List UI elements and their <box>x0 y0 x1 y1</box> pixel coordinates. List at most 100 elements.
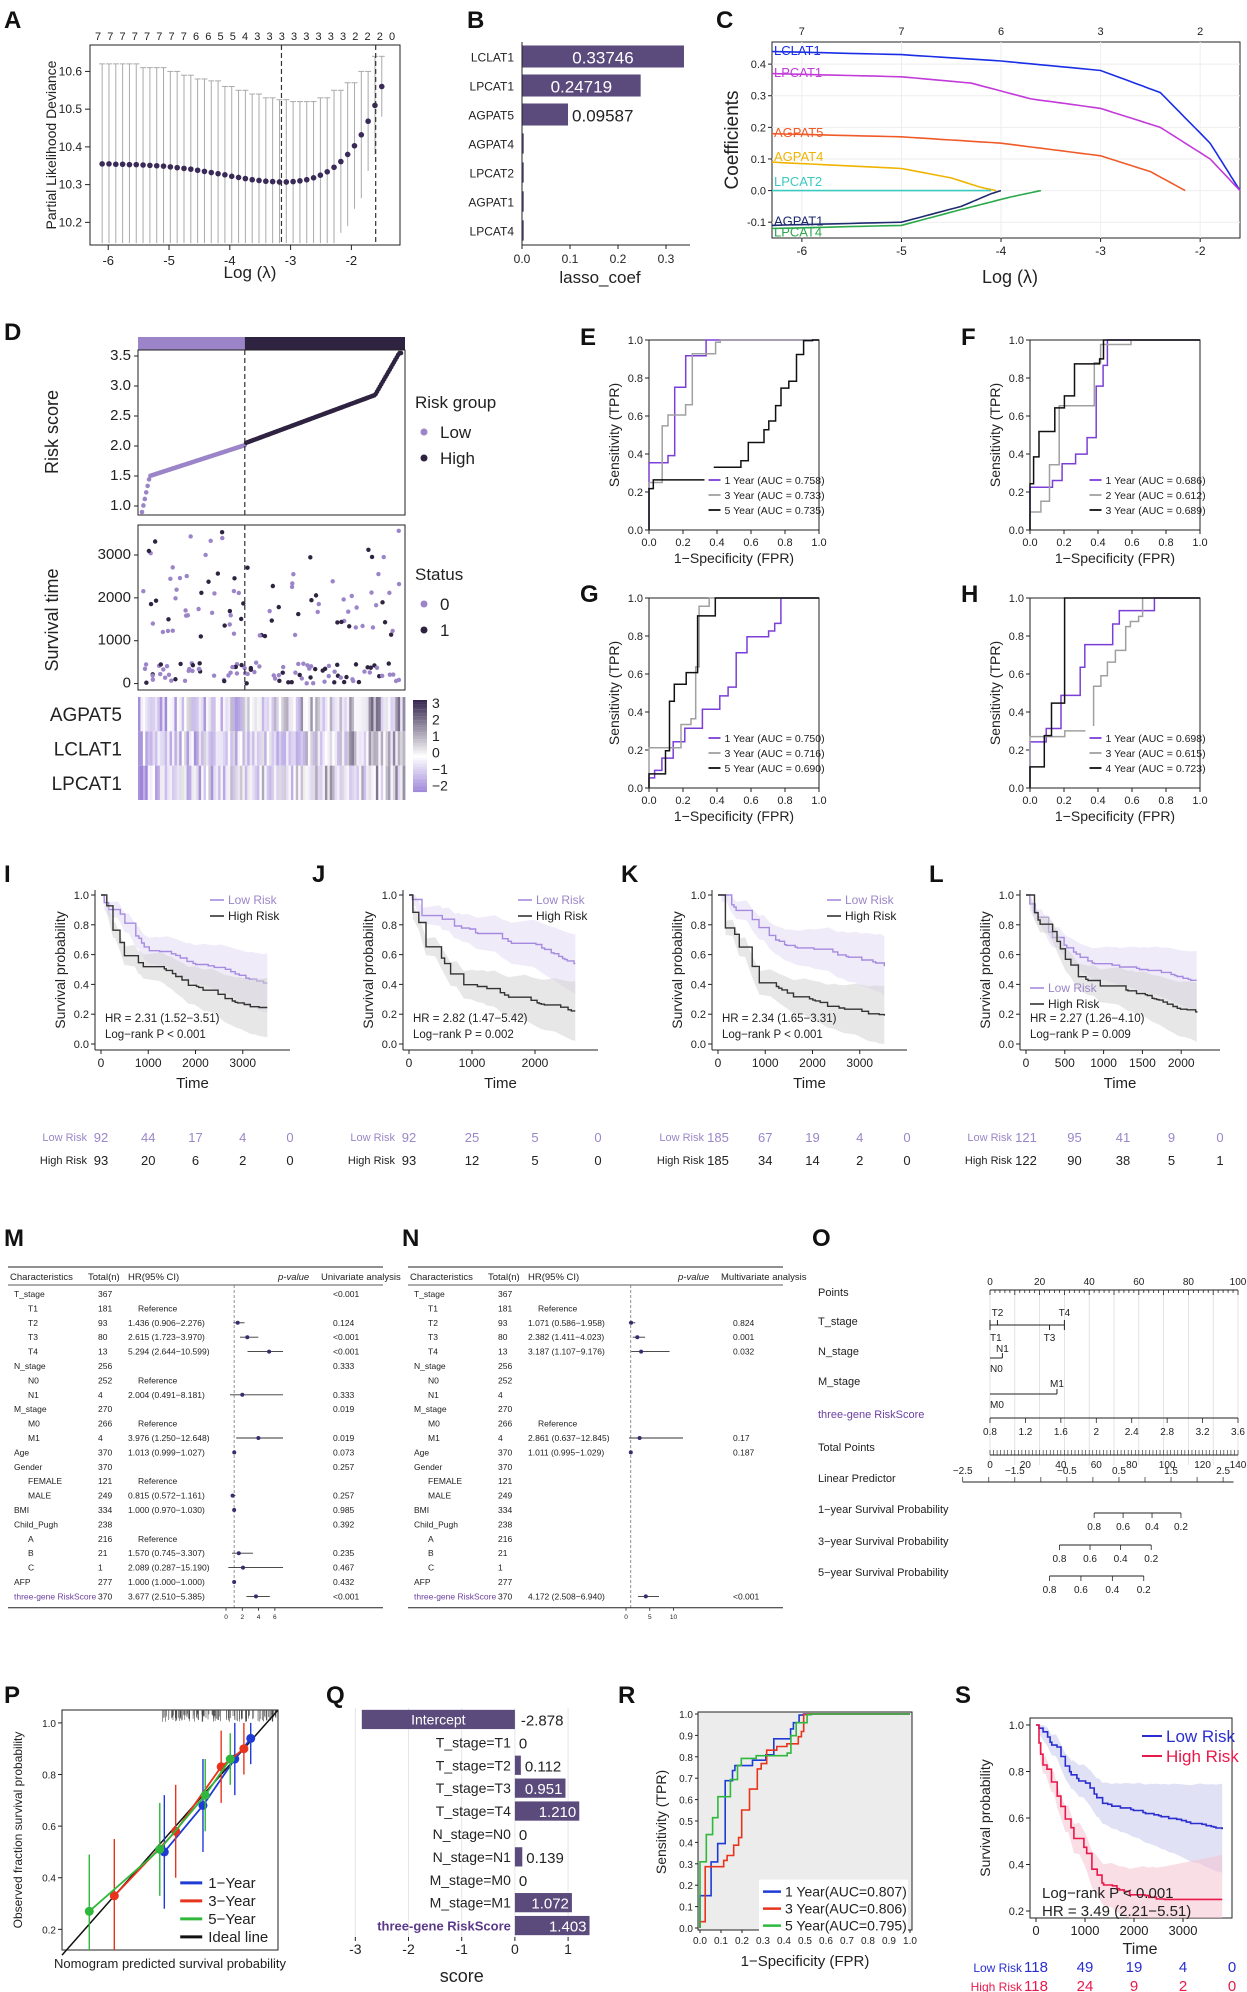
top-tick-label: 6 <box>998 26 1004 38</box>
y-tick-label: 0.8 <box>42 1771 56 1782</box>
survival-point <box>234 671 240 676</box>
survival-point <box>170 565 175 570</box>
x-tick-label: 0.2 <box>610 252 627 266</box>
x-axis-label: Log (λ) <box>982 267 1038 287</box>
risk-table-row-label: High Risk <box>348 1155 396 1167</box>
y-tick-label: 0.6 <box>382 950 397 962</box>
heatmap-cell <box>266 697 270 732</box>
heatmap-cell <box>162 697 166 732</box>
y-axis-label: Observed fraction survival probability <box>11 1732 25 1929</box>
roc-curve <box>699 1713 910 1928</box>
heatmap-cell <box>140 765 144 800</box>
x-axis-label: Log (λ) <box>224 263 277 282</box>
deviance-point <box>338 158 344 165</box>
heatmap-cell <box>373 765 377 800</box>
table-row-label: B <box>28 1548 34 1558</box>
heatmap-cell <box>278 731 282 766</box>
x-tick-label: 1000 <box>1071 1923 1100 1938</box>
heatmap-cell <box>366 697 369 732</box>
y-tick-label: 0.8 <box>628 373 643 385</box>
table-cell: 370 <box>98 1447 112 1457</box>
panel-a: -6 -5 -4 -3 -2 10.2 10.3 10.4 10.5 10.6 Log (λ) Par… <box>43 31 401 282</box>
color-scale-label: 1 <box>432 728 440 744</box>
heatmap-cell <box>380 765 384 800</box>
table-row-label: BMI <box>14 1505 29 1515</box>
color-scale-cell <box>413 769 427 772</box>
heatmap-cell <box>339 697 343 732</box>
table-row-label: T4 <box>428 1347 438 1357</box>
risk-table-value: 14 <box>805 1153 819 1168</box>
survival-point <box>222 623 227 628</box>
y-tick-label: 0.3 <box>679 1860 693 1871</box>
legend-label: 1 Year(AUC=0.807) <box>785 1884 907 1900</box>
coef-bar-label: 0.33746 <box>572 49 633 68</box>
table-cell-pvalue: <0.001 <box>733 1591 760 1601</box>
survival-point <box>387 672 393 677</box>
x-tick-label: -2 <box>1195 244 1206 258</box>
risk-group-bar-low <box>138 337 245 351</box>
heatmap-cell <box>375 731 379 766</box>
heatmap-cell <box>196 697 200 732</box>
x-tick-label: 0 <box>624 1614 628 1621</box>
heatmap-cell <box>269 765 272 800</box>
table-cell: Reference <box>138 1375 177 1385</box>
table-cell-pvalue: 0.824 <box>733 1318 755 1328</box>
table-cell: Reference <box>138 1303 177 1313</box>
legend-box <box>1085 468 1196 518</box>
x-axis-label: lasso_coef <box>559 268 641 287</box>
panel-label-c: C <box>716 7 733 34</box>
table-cell: 1.570 (0.745−3.307) <box>128 1548 205 1558</box>
x-axis-label: Time <box>484 1075 517 1092</box>
survival-point <box>381 554 386 560</box>
color-scale-cell <box>413 771 427 774</box>
x-tick-label: 0.3 <box>658 252 675 266</box>
riskscore-tick-label: 1.6 <box>1054 1427 1068 1438</box>
y-tick-label: 2.5 <box>110 407 131 424</box>
survival-point <box>158 662 164 667</box>
roc-curve <box>648 339 819 530</box>
points-tick-label: 0 <box>987 1277 993 1288</box>
color-scale-cell <box>413 773 427 776</box>
survival-point <box>322 666 328 672</box>
total-points-tick-label: 140 <box>1230 1460 1247 1471</box>
heatmap-cell <box>174 697 178 732</box>
table-row-label: T1 <box>428 1303 438 1313</box>
heatmap-cell <box>278 697 282 732</box>
survival-point <box>362 669 367 674</box>
x-tick-label: 0.8 <box>1158 537 1173 549</box>
risk-group-bar-high <box>244 337 405 351</box>
table-header: Characteristics <box>10 1272 73 1283</box>
panel-k: 0.0 0.2 0.4 0.6 0.8 1.0 0 1000 2000 3000 Time Survi… <box>657 890 911 1168</box>
hr-annotation: HR = 2.31 (1.52−3.51) <box>105 1013 220 1025</box>
heatmap-cell <box>356 697 360 732</box>
color-scale-cell <box>413 764 427 767</box>
color-scale-cell <box>413 766 427 770</box>
y-tick-label: 3.5 <box>110 347 131 364</box>
x-axis-label: 1−Specificity (FPR) <box>674 808 794 824</box>
heatmap-cell <box>205 697 209 732</box>
y-tick-label: 3.0 <box>110 377 131 394</box>
y-axis-label: Survival probability <box>360 911 376 1029</box>
riskscore-tick-label: 2.8 <box>1160 1427 1174 1438</box>
survival-point <box>280 664 286 670</box>
deviance-point <box>256 177 262 184</box>
heatmap-cell <box>305 731 309 766</box>
risk-table-value: 25 <box>465 1130 479 1145</box>
total-points-tick-label: 60 <box>1091 1460 1103 1471</box>
table-header: p-value <box>277 1272 309 1283</box>
table-cell: 2.615 (1.723−3.970) <box>128 1332 205 1342</box>
roc-curve <box>648 597 819 788</box>
deviance-point <box>242 175 249 182</box>
deviance-point <box>324 168 331 175</box>
hr-point <box>232 1450 237 1455</box>
table-cell: Reference <box>538 1419 577 1429</box>
heatmap-cell <box>317 697 321 732</box>
heatmap-cell <box>363 765 367 800</box>
survival-point <box>387 590 392 596</box>
table-cell: 270 <box>498 1404 512 1414</box>
y-tick-label: 0.6 <box>42 1822 56 1833</box>
survival-point <box>150 673 155 678</box>
table-cell: 1.436 (0.906−2.276) <box>128 1318 205 1328</box>
points-tick-label: 80 <box>1183 1277 1195 1288</box>
survival-point <box>386 661 391 666</box>
